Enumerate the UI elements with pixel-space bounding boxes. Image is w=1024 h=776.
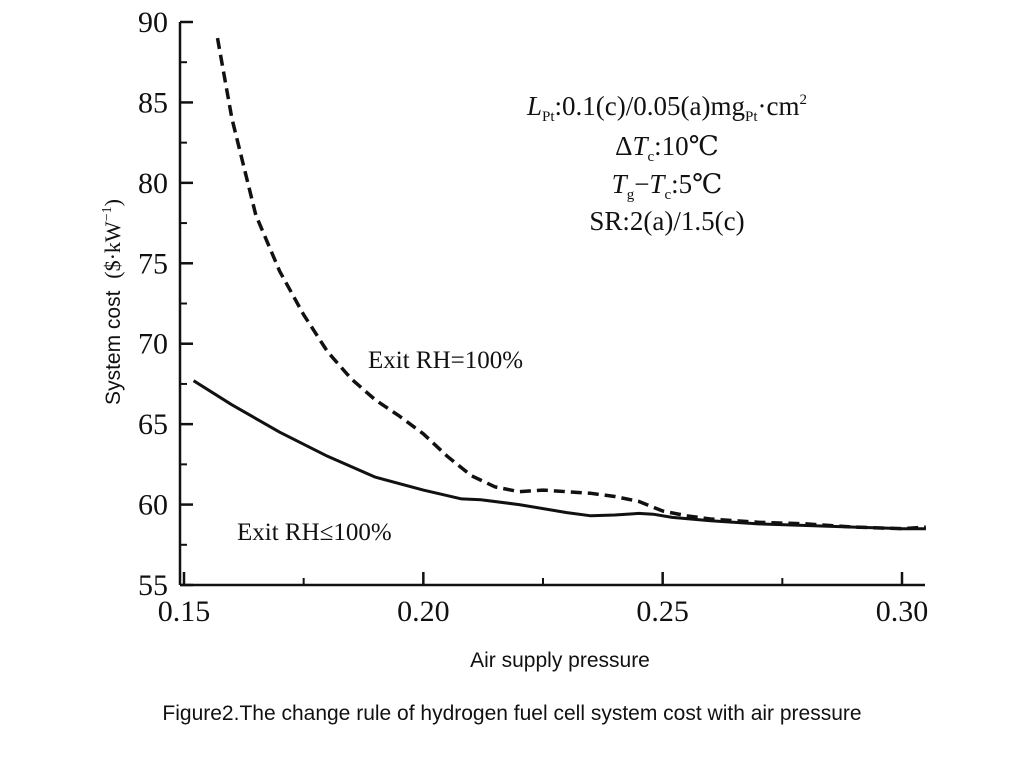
x-tick-label: 0.25 <box>636 595 689 628</box>
svg-text:System cost ($·kW−1): System cost ($·kW−1) <box>100 199 125 405</box>
y-tick-label: 90 <box>138 6 168 39</box>
y-axis-label-text: System cost <box>102 290 125 405</box>
y-axis-label-unit-exp: −1 <box>100 206 115 221</box>
y-ticks: 55 60 65 70 75 80 85 90 <box>138 6 193 602</box>
y-axis-label-unit-close: ) <box>100 199 125 206</box>
parameter-line: Tg−Tc:5℃ <box>612 169 723 203</box>
x-tick-label: 0.15 <box>158 595 211 628</box>
x-tick-label: 0.20 <box>397 595 450 628</box>
y-tick-label: 55 <box>138 569 168 602</box>
axes <box>178 22 925 587</box>
parameter-line: SR:2(a)/1.5(c) <box>589 206 744 236</box>
y-tick-label: 70 <box>138 328 168 361</box>
x-tick-label: 0.30 <box>876 595 929 628</box>
series-exit-rh-100-line <box>215 37 927 531</box>
x-axis-label: Air supply pressure <box>470 649 650 672</box>
y-tick-label: 65 <box>138 408 168 441</box>
y-axis-label-unit: ($·kW <box>100 221 125 279</box>
y-tick-label: 60 <box>138 489 168 522</box>
y-tick-label: 80 <box>138 167 168 200</box>
x-ticks: 0.15 0.20 0.25 0.30 <box>158 572 929 628</box>
system-cost-chart: 55 60 65 70 75 80 85 90 0.15 0.20 0.25 0.30 Air su… <box>100 6 929 672</box>
parameter-line: LPt:0.1(c)/0.05(a)mgPt·cm2 <box>526 91 807 125</box>
y-tick-label: 85 <box>138 86 168 119</box>
y-tick-label: 75 <box>138 247 168 280</box>
dashed-series-label: Exit RH=100% <box>368 347 523 374</box>
parameters-annotation: LPt:0.1(c)/0.05(a)mgPt·cm2 ΔTc:10℃ Tg−Tc:5… <box>526 91 807 236</box>
solid-series-label: Exit RH≤100% <box>237 519 392 546</box>
plot-lines <box>192 37 927 531</box>
figure-caption: Figure2.The change rule of hydrogen fuel… <box>162 702 862 725</box>
y-axis-label: System cost ($·kW−1) <box>100 199 125 405</box>
series-exit-rh-le-100-line <box>192 379 926 531</box>
parameter-line: ΔTc:10℃ <box>615 131 719 165</box>
